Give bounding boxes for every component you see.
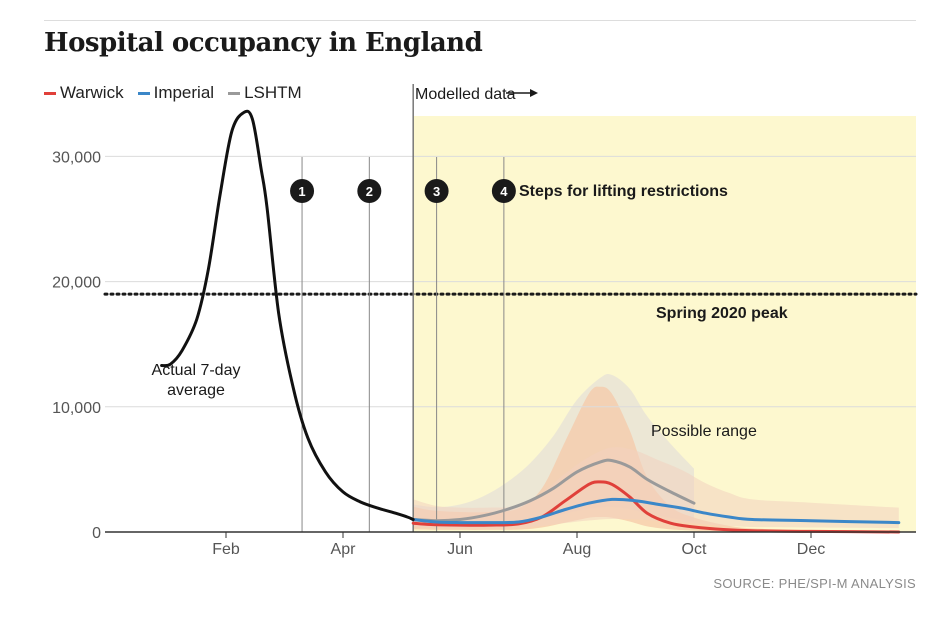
actual-label-line2: average bbox=[167, 382, 225, 399]
legend-swatch-imperial bbox=[137, 91, 150, 95]
series-line-imperial bbox=[411, 497, 901, 525]
step-number: 4 bbox=[500, 184, 508, 199]
source-note: SOURCE: PHE/SPI-M ANALYSIS bbox=[713, 576, 916, 591]
chart-title: Hospital occupancy in England bbox=[44, 28, 483, 58]
actual-label-line1: Actual 7-day bbox=[152, 362, 241, 379]
modelled-data-label: Modelled data bbox=[415, 86, 516, 103]
series-line-actual-7-day-average bbox=[160, 109, 415, 521]
series-line-warwick bbox=[411, 480, 901, 534]
step-number: 1 bbox=[298, 184, 305, 199]
step-marker-circle bbox=[290, 179, 315, 203]
x-tick-label: Aug bbox=[563, 541, 591, 558]
y-tick-label: 30,000 bbox=[52, 149, 101, 166]
range-band-imperial bbox=[413, 447, 899, 529]
x-tick-label: Dec bbox=[797, 541, 825, 558]
spring-peak-label: Spring 2020 peak bbox=[656, 305, 788, 322]
modelled-arrow-icon bbox=[506, 89, 538, 97]
step-number: 2 bbox=[366, 184, 373, 199]
x-tick-label: Feb bbox=[212, 541, 240, 558]
x-tick-label: Oct bbox=[682, 541, 707, 558]
step-marker-circle bbox=[424, 179, 449, 203]
legend-swatch-warwick bbox=[44, 91, 56, 95]
legend-label-warwick: Warwick bbox=[60, 83, 124, 102]
series-line-lshtm bbox=[411, 458, 696, 523]
possible-range-label: Possible range bbox=[651, 423, 757, 440]
legend-swatch-lshtm bbox=[228, 91, 241, 95]
legend-item-warwick: Warwick bbox=[44, 83, 124, 103]
y-tick-label: 20,000 bbox=[52, 275, 101, 292]
gridlines bbox=[105, 155, 916, 408]
legend-label-lshtm: LSHTM bbox=[244, 83, 302, 102]
series-lines bbox=[160, 109, 901, 534]
x-tick-label: Jun bbox=[447, 541, 473, 558]
axes: 0 10,000 20,000 30,000 Feb Apr Jun Aug Oct Dec bbox=[52, 149, 916, 558]
legend-label-imperial: Imperial bbox=[153, 83, 215, 102]
steps-label: Steps for lifting restrictions bbox=[519, 183, 728, 200]
step-marker-circle bbox=[357, 179, 382, 203]
legend: Warwick Imperial LSHTM bbox=[44, 83, 302, 103]
legend-item-imperial: Imperial bbox=[137, 83, 215, 103]
step-number: 3 bbox=[433, 184, 440, 199]
top-rule bbox=[44, 20, 916, 21]
y-tick-label: 0 bbox=[92, 525, 101, 542]
x-tick-label: Apr bbox=[331, 541, 357, 558]
step-markers: 1 2 3 4 bbox=[290, 84, 516, 532]
y-tick-label: 10,000 bbox=[52, 400, 101, 417]
legend-item-lshtm: LSHTM bbox=[228, 83, 302, 103]
step-marker-circle bbox=[491, 179, 516, 203]
